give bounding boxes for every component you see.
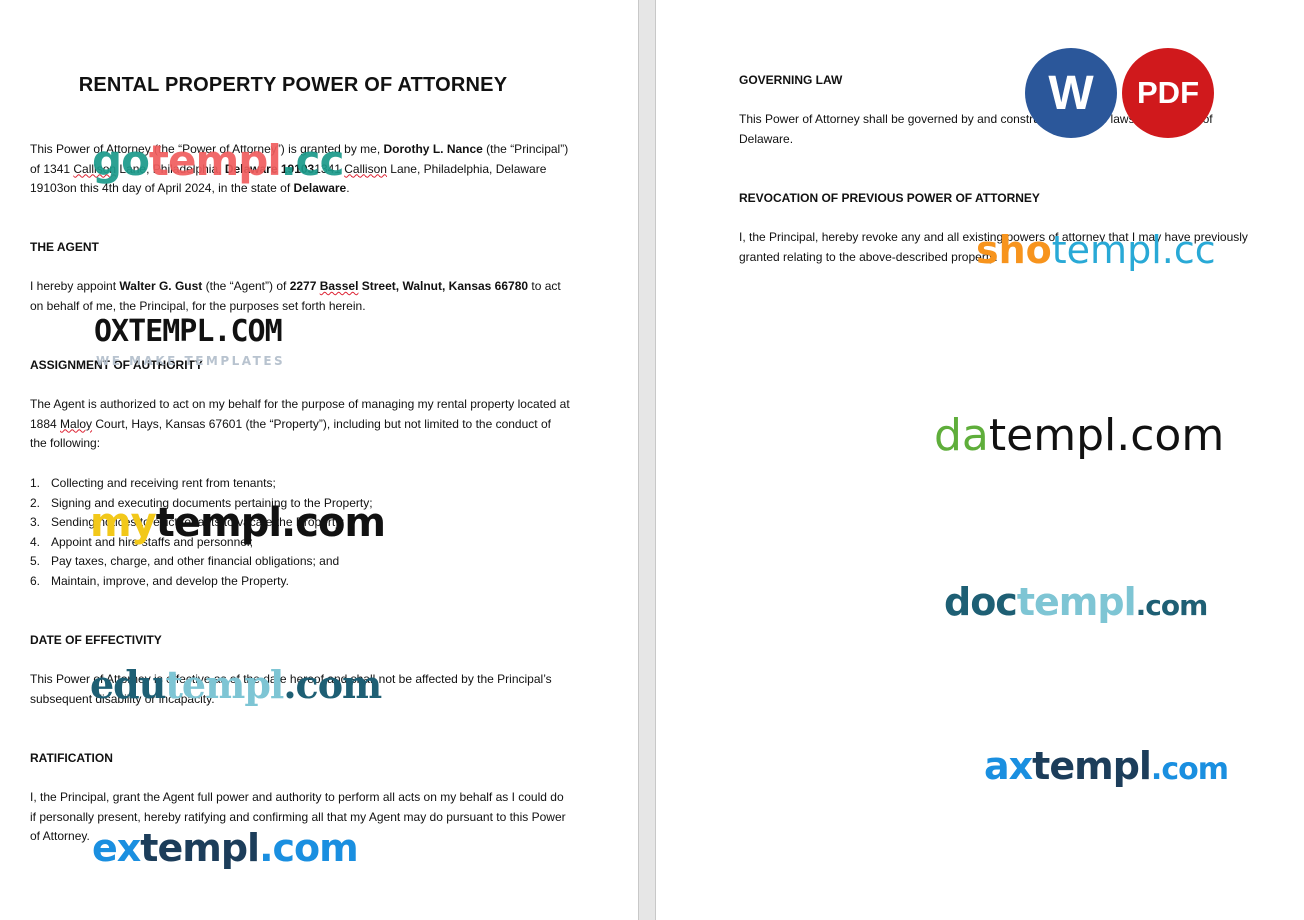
- assignment-paragraph: The Agent is authorized to act on my beh…: [30, 395, 570, 454]
- word-icon[interactable]: W: [1025, 48, 1117, 138]
- assignment-text: Court, Hays, Kansas 67601 (the “Property…: [30, 416, 551, 451]
- watermark-part: ax: [984, 744, 1033, 788]
- datempl-watermark: datempl.com: [934, 410, 1224, 461]
- watermark-part: .com: [1150, 752, 1229, 787]
- list-item: 6. Maintain, improve, and develop the Pro…: [30, 572, 373, 592]
- assignment-text: The Agent is authorized to act on my beh…: [30, 397, 570, 431]
- state-name: Delaware: [293, 181, 347, 196]
- watermark-part: doc: [944, 580, 1018, 624]
- list-item: 2. Signing and executing documents pertai…: [30, 494, 373, 514]
- list-text: Sending notices to evict tenants to vaca…: [51, 515, 345, 530]
- list-number: 4.: [30, 534, 41, 549]
- document-title: RENTAL PROPERTY POWER OF ATTORNEY: [78, 74, 508, 96]
- watermark-part: templ: [148, 136, 282, 185]
- list-number: 6.: [30, 573, 41, 588]
- watermark-part: .com: [1135, 589, 1209, 622]
- watermark-part: templ.com: [988, 410, 1225, 461]
- watermark-part: .cc: [280, 136, 345, 185]
- intro-text: (the “Principal”) of 1341: [30, 142, 569, 176]
- edutempl-watermark: edutempl.com: [90, 662, 382, 707]
- assignment-heading: ASSIGNMENT OF AUTHORITY: [30, 358, 203, 372]
- misspelled-word: Callison: [73, 161, 117, 176]
- list-item: 5. Pay taxes, charge, and other financial…: [30, 552, 373, 572]
- list-number: 2.: [30, 495, 41, 510]
- pdf-icon[interactable]: PDF: [1122, 48, 1214, 138]
- doctempl-watermark: doctempl.com: [944, 580, 1209, 624]
- watermark-part: go: [92, 136, 150, 185]
- intro-text: .: [346, 181, 350, 196]
- watermark-part: templ: [1032, 744, 1152, 788]
- governing-heading: GOVERNING LAW: [739, 73, 843, 87]
- watermark-part: templ: [1016, 580, 1137, 624]
- list-number: 1.: [30, 476, 41, 490]
- effectivity-paragraph: This Power of Attorney is effective as o…: [30, 672, 552, 706]
- document-page-right: GOVERNING LAW This Power of Attorney sha…: [656, 0, 1304, 920]
- oxtempl-tagline: WE MAKE TEMPLATES: [96, 354, 286, 368]
- misspelled-word: Maloy: [60, 416, 93, 431]
- document-page-left: RENTAL PROPERTY POWER OF ATTORNEY This P…: [0, 0, 638, 920]
- list-text: Maintain, improve, and develop the Prope…: [51, 573, 289, 588]
- misspelled-word: Callison: [344, 161, 387, 176]
- misspelled-word: Bassel: [319, 279, 359, 293]
- list-text: Signing and executing documents pertaini…: [51, 495, 373, 510]
- watermark-part: templ: [165, 662, 284, 707]
- watermark-part: .com: [259, 826, 359, 870]
- list-number: 3.: [30, 515, 41, 530]
- intro-paragraph: This Power of Attorney (the “Power of At…: [30, 140, 570, 199]
- agent-address: 2277 Bassel Street, Walnut, Kansas 66780: [290, 279, 528, 293]
- oxtempl-watermark: OXTEMPL.COM: [94, 314, 283, 349]
- list-item: 3. Sending notices to evict tenants to va…: [30, 513, 373, 533]
- principal-name: Dorothy L. Nance: [383, 142, 483, 156]
- list-text: Collecting and receiving rent from tenan…: [51, 476, 276, 490]
- axtempl-watermark: axtempl.com: [984, 744, 1229, 788]
- watermark-part: ex: [92, 826, 141, 870]
- intro-text: Lane, Philadelphia, Delaware 19103on thi…: [30, 161, 547, 196]
- mytempl-watermark: mytempl.com: [90, 500, 386, 546]
- intro-text: 1341: [314, 161, 345, 176]
- watermark-part: my: [90, 500, 157, 546]
- shotempl-watermark: shotempl.cc: [976, 228, 1216, 272]
- revocation-heading: REVOCATION OF PREVIOUS POWER OF ATTORNEY: [739, 191, 1040, 205]
- ratification-heading: RATIFICATION: [30, 751, 113, 765]
- watermark-part: templ: [140, 826, 260, 870]
- agent-name: Walter G. Gust: [119, 279, 203, 293]
- watermark-part: sho: [976, 228, 1052, 272]
- watermark-part: templ.com: [155, 500, 386, 546]
- list-item: 1. Collecting and receiving rent from ten…: [30, 474, 373, 494]
- gotempl-watermark: gotempl.cc: [92, 136, 345, 185]
- effectivity-heading: DATE OF EFFECTIVITY: [30, 633, 162, 647]
- extempl-watermark: extempl.com: [92, 826, 359, 870]
- watermark-part: .com: [283, 662, 382, 707]
- authority-list: 1. Collecting and receiving rent from ten…: [30, 474, 373, 592]
- agent-text: to act on behalf of me, the Principal, f…: [30, 279, 561, 313]
- intro-text: This Power of Attorney (the “Power of At…: [30, 142, 384, 156]
- list-item: 4. Appoint and hire staffs and personnel;: [30, 533, 373, 553]
- page-gutter: [638, 0, 656, 920]
- ratification-paragraph: I, the Principal, grant the Agent full p…: [30, 790, 566, 844]
- intro-text: Lane, Philadelphia,: [116, 161, 225, 176]
- agent-address-rest: Street, Walnut, Kansas 66780: [358, 279, 529, 293]
- revocation-paragraph: I, the Principal, hereby revoke any and …: [739, 230, 1248, 264]
- list-text: Pay taxes, charge, and other financial o…: [51, 554, 340, 569]
- agent-heading: THE AGENT: [30, 240, 99, 254]
- list-text: Appoint and hire staffs and personnel;: [51, 534, 253, 549]
- agent-text: (the “Agent”) of: [202, 279, 290, 293]
- watermark-part: da: [934, 410, 989, 461]
- principal-state-zip: Delaware 19103: [224, 161, 315, 176]
- agent-address-number: 2277: [289, 279, 320, 293]
- watermark-part: edu: [90, 662, 166, 707]
- list-number: 5.: [30, 554, 41, 569]
- watermark-part: templ.cc: [1051, 228, 1216, 272]
- agent-paragraph: I hereby appoint Walter G. Gust (the “Ag…: [30, 277, 570, 316]
- agent-text: I hereby appoint: [30, 279, 120, 293]
